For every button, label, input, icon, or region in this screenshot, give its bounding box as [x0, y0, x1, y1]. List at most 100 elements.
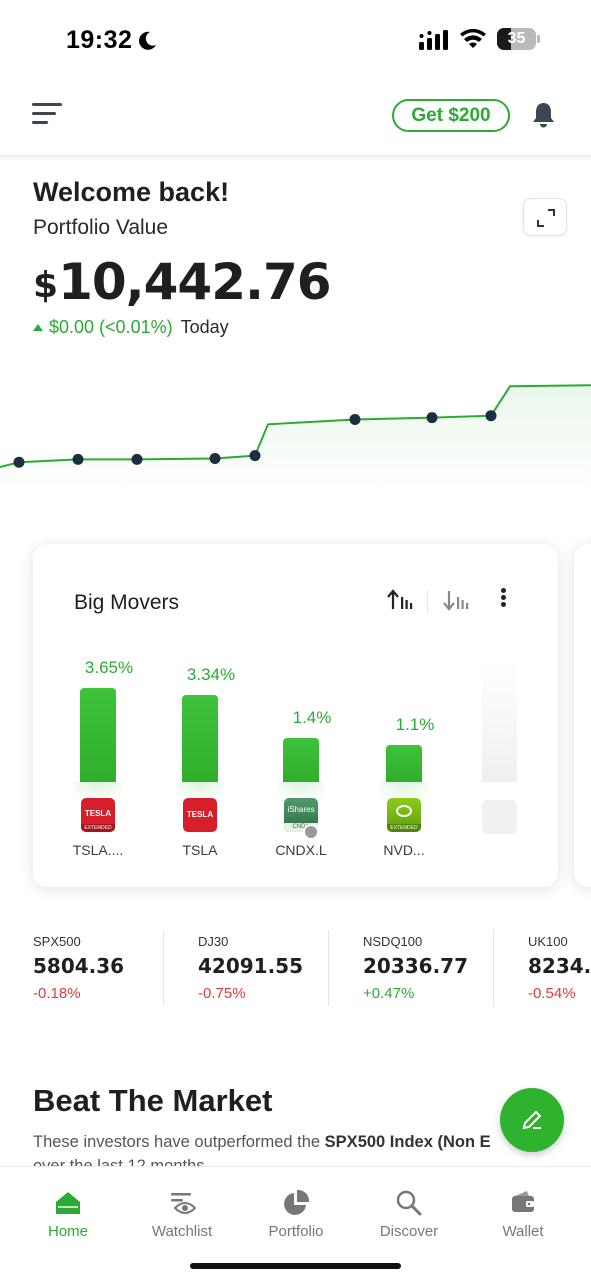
beat-the-market-subtitle: These investors have outperformed the SP…	[33, 1133, 536, 1175]
mover-percent: 1.4%	[292, 708, 332, 727]
bell-icon[interactable]	[531, 101, 556, 129]
index-name: UK100	[528, 934, 568, 949]
home-icon	[56, 1192, 80, 1214]
more-options-icon[interactable]	[500, 588, 508, 608]
sort-descending-icon[interactable]	[443, 589, 469, 611]
nav-portfolio[interactable]: Portfolio	[241, 1187, 351, 1247]
chart-area-fill	[0, 385, 591, 490]
hamburger-menu-icon[interactable]	[32, 103, 62, 125]
home-indicator	[190, 1263, 401, 1269]
index-name: NSDQ100	[363, 934, 423, 949]
mover-bar	[283, 738, 319, 782]
chart-point[interactable]	[209, 452, 221, 464]
index-separator	[328, 930, 329, 1006]
nav-watchlist-label: Watchlist	[151, 1223, 213, 1240]
mover-bar	[80, 688, 116, 782]
nav-portfolio-label: Portfolio	[268, 1223, 324, 1240]
chart-markers	[13, 410, 497, 468]
sort-separator	[427, 589, 428, 613]
mover-bar	[386, 745, 422, 782]
bottom-navigation: Home Watchlist Portfolio Discover Wa	[0, 1166, 591, 1280]
index-change: +0.47%	[363, 985, 415, 1002]
chart-point[interactable]	[13, 456, 25, 468]
nav-discover[interactable]: Discover	[354, 1187, 464, 1247]
index-item-spx500[interactable]: SPX500 5804.36 -0.18%	[33, 928, 193, 1006]
big-movers-card: Big Movers 3.65% TESLA EXTENDED TSLA....…	[33, 544, 558, 887]
up-triangle-icon	[33, 324, 43, 331]
mover-percent: 3.34%	[186, 665, 236, 684]
content-divider	[0, 155, 591, 161]
mover-bar	[182, 695, 218, 782]
chart-point[interactable]	[349, 414, 361, 425]
pie-chart-icon	[284, 1189, 310, 1215]
beat-the-market-title: Beat The Market	[33, 1083, 273, 1118]
index-item-nsdq100[interactable]: NSDQ100 20336.77 +0.47%	[363, 928, 523, 1006]
index-value: 5804.36	[33, 954, 125, 978]
nav-wallet[interactable]: Wallet	[468, 1187, 578, 1247]
chart-point[interactable]	[249, 450, 261, 462]
nav-home[interactable]: Home	[13, 1187, 123, 1247]
nav-wallet-label: Wallet	[502, 1223, 544, 1240]
mover-percent: 1.1%	[395, 715, 435, 734]
nvidia-extended-logo: EXTENDED	[387, 798, 421, 832]
mover-ticker: TSLA	[182, 842, 218, 858]
tesla-logo: TESLA	[183, 798, 217, 832]
chart-point[interactable]	[485, 410, 497, 422]
get-200-button[interactable]: Get $200	[392, 99, 510, 132]
nav-watchlist[interactable]: Watchlist	[127, 1187, 237, 1247]
portfolio-value: $ 10,442.76	[33, 252, 332, 312]
index-name: DJ30	[198, 934, 229, 949]
status-time: 19:32	[66, 26, 133, 54]
index-value: 8234.1	[528, 954, 591, 978]
index-change: -0.18%	[33, 985, 81, 1002]
portfolio-change-value: $0.00 (<0.01%)	[49, 317, 173, 337]
wifi-icon	[460, 28, 486, 48]
loading-bar-placeholder	[482, 662, 517, 782]
index-name: SPX500	[33, 934, 81, 949]
nav-home-label: Home	[47, 1223, 88, 1240]
expand-icon	[537, 209, 555, 227]
mover-ticker: TSLA....	[72, 842, 124, 858]
index-item-dj30[interactable]: DJ30 42091.55 -0.75%	[198, 928, 358, 1006]
edit-fab-button[interactable]	[500, 1088, 564, 1152]
index-value: 20336.77	[363, 954, 469, 978]
chart-point[interactable]	[72, 453, 84, 465]
status-bar: 19:32 35	[0, 0, 591, 80]
next-card-peek[interactable]	[574, 544, 591, 887]
portfolio-line-chart[interactable]	[0, 350, 591, 490]
moon-icon	[139, 31, 156, 50]
portfolio-change: $0.00 (<0.01%) Today	[33, 317, 229, 338]
chart-point[interactable]	[131, 453, 143, 465]
index-change: -0.75%	[198, 985, 246, 1002]
battery-icon: 35	[497, 28, 541, 50]
index-value: 42091.55	[198, 954, 304, 978]
portfolio-change-period: Today	[180, 317, 229, 337]
nav-discover-label: Discover	[379, 1223, 439, 1240]
big-movers-title: Big Movers	[74, 591, 180, 614]
battery-level: 35	[507, 30, 526, 47]
index-separator	[163, 930, 164, 1006]
chart-point[interactable]	[426, 412, 438, 424]
sort-ascending-icon[interactable]	[387, 589, 413, 611]
watchlist-eye-icon	[171, 1193, 196, 1214]
market-indices-row[interactable]: SPX500 5804.36 -0.18% DJ30 42091.55 -0.7…	[0, 928, 591, 1008]
index-item-uk100[interactable]: UK100 8234.1 -0.54%	[528, 928, 591, 1006]
welcome-heading: Welcome back!	[33, 177, 230, 207]
expand-chart-button[interactable]	[523, 198, 567, 236]
search-icon	[396, 1190, 422, 1216]
index-change: -0.54%	[528, 985, 576, 1002]
edit-pencil-icon	[522, 1110, 542, 1130]
portfolio-value-label: Portfolio Value	[33, 216, 169, 239]
cellular-signal-icon	[419, 30, 448, 50]
chart-line	[0, 384, 591, 468]
mover-ticker: NVD...	[383, 842, 425, 858]
index-separator	[493, 930, 494, 1006]
currency-symbol: $	[33, 265, 59, 306]
loading-logo-placeholder	[482, 800, 517, 834]
wallet-icon	[512, 1191, 534, 1212]
portfolio-amount: 10,442.76	[58, 253, 332, 311]
clock-badge-icon	[303, 824, 319, 840]
mover-ticker: CNDX.L	[275, 842, 327, 858]
mover-percent: 3.65%	[84, 658, 134, 677]
tesla-extended-logo: TESLA EXTENDED	[81, 798, 115, 832]
